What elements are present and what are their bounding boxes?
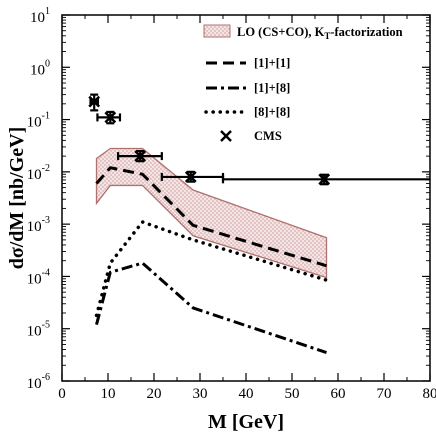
x-tick-label: 30	[193, 386, 208, 402]
y-tick-exponent: 0	[45, 58, 50, 69]
cms-marker	[318, 173, 331, 186]
plot-area	[61, 14, 431, 382]
y-tick-base: 10	[27, 115, 42, 131]
legend-label-1-8: [1]+[8]	[254, 81, 290, 95]
y-tick-label: 10-3	[27, 215, 50, 235]
x-tick-label: 60	[331, 386, 346, 402]
legend-band-label-main: LO (CS+CO), K	[237, 25, 325, 39]
y-tick-exponent: 1	[45, 6, 50, 17]
y-tick-base: 10	[27, 271, 42, 287]
y-tick-label: 10-6	[27, 372, 50, 392]
y-tick-exponent: -1	[42, 111, 50, 122]
x-tick-label: 40	[239, 386, 254, 402]
x-tick-label: 50	[285, 386, 300, 402]
cms-marker	[88, 95, 101, 108]
y-tick-exponent: -4	[42, 267, 50, 278]
cms-layer	[88, 93, 430, 186]
y-tick-label: 10-1	[27, 111, 50, 131]
legend: LO (CS+CO), KT-factorization [1]+[1] [1]…	[203, 24, 403, 143]
x-tick-label: 70	[377, 386, 392, 402]
y-tick-base: 10	[30, 10, 45, 26]
legend-label-8-8: [8]+[8]	[254, 105, 290, 119]
series-1-8-line	[95, 261, 327, 354]
x-tick-label: 0	[58, 386, 66, 402]
cms-marker	[184, 171, 197, 183]
band-layer	[95, 147, 328, 279]
legend-band-label-sub: T	[324, 31, 330, 41]
y-axis-title: dσ/dM [nb/GeV]	[6, 127, 28, 270]
y-tick-base: 10	[30, 62, 45, 78]
y-tick-label: 10-4	[27, 267, 50, 287]
y-tick-base: 10	[27, 324, 42, 340]
y-tick-label: 100	[30, 58, 50, 78]
cms-point	[117, 149, 163, 163]
y-tick-base: 10	[27, 219, 42, 235]
legend-band-label: LO (CS+CO), KT-factorization	[237, 25, 403, 41]
y-tick-label: 10-5	[27, 320, 50, 340]
tick-layer: 0 10 20 30 40 50 60 70 8010-610-510-410-310-210-…	[27, 6, 436, 402]
x-tick-label: 10	[101, 386, 116, 402]
series-8-8-line	[94, 220, 329, 318]
y-tick-exponent: -2	[42, 163, 50, 174]
series-layer	[94, 166, 329, 354]
y-tick-label: 10-2	[27, 163, 50, 183]
series-1-1-line	[95, 166, 327, 268]
y-tick-exponent: -3	[42, 215, 50, 226]
cms-marker	[104, 111, 117, 124]
legend-band-label-tail: -factorization	[330, 25, 402, 39]
legend-cms-marker	[220, 130, 232, 142]
y-tick-base: 10	[27, 376, 42, 392]
legend-label-cms: CMS	[254, 129, 282, 143]
x-tick-label: 80	[423, 386, 436, 402]
legend-label-1-1: [1]+[1]	[254, 56, 290, 70]
y-tick-exponent: -5	[42, 320, 50, 331]
cms-point	[88, 93, 101, 112]
cms-point	[96, 110, 122, 125]
cms-marker	[134, 150, 147, 163]
x-tick-label: 20	[147, 386, 162, 402]
legend-band-swatch	[203, 24, 231, 38]
uncertainty-band	[95, 147, 328, 279]
y-tick-base: 10	[27, 167, 42, 183]
x-axis-title: M [GeV]	[208, 411, 284, 433]
y-tick-exponent: -6	[42, 372, 50, 383]
cms-point	[221, 173, 430, 186]
y-tick-label: 101	[30, 6, 50, 26]
